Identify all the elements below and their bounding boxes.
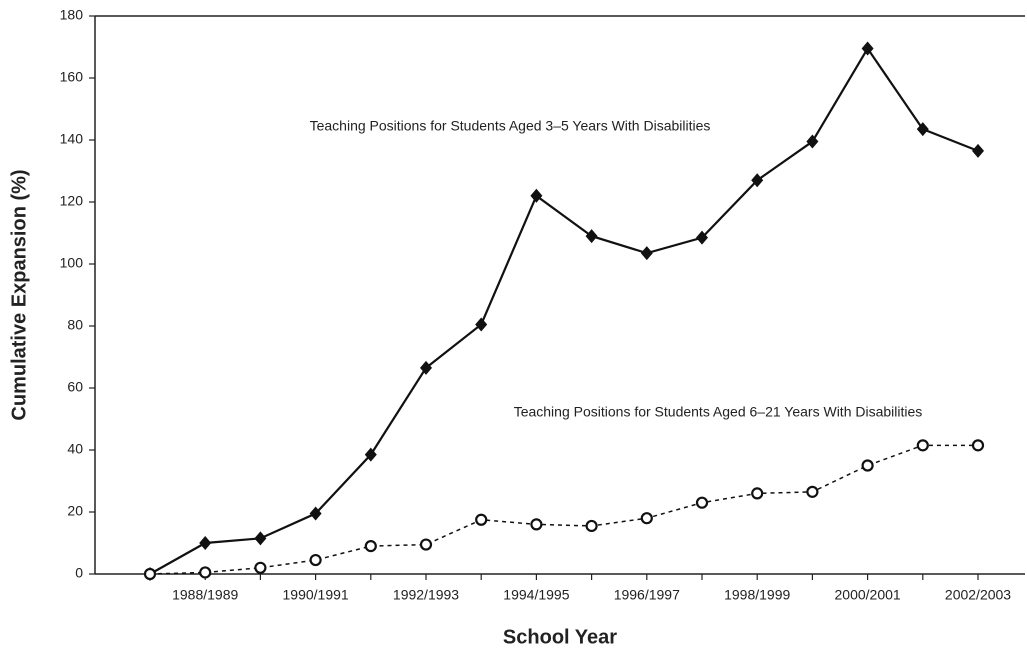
marker xyxy=(806,485,819,498)
x-tick-label: 1998/1999 xyxy=(724,587,790,603)
y-tick-label: 140 xyxy=(60,131,84,147)
series-annotation: Teaching Positions for Students Aged 6–2… xyxy=(514,404,923,420)
x-axis-title: School Year xyxy=(503,626,617,648)
marker xyxy=(420,360,432,375)
marker xyxy=(364,539,377,553)
marker xyxy=(530,518,543,531)
marker xyxy=(861,41,874,56)
marker xyxy=(640,246,653,261)
marker xyxy=(806,134,819,149)
x-tick-label: 1988/1989 xyxy=(172,587,238,603)
y-tick-label: 40 xyxy=(67,441,83,457)
marker xyxy=(309,553,322,567)
series-annotation: Teaching Positions for Students Aged 3–5… xyxy=(310,118,711,134)
x-tick-label: 1990/1991 xyxy=(283,587,349,603)
y-tick-label: 80 xyxy=(67,317,83,333)
marker xyxy=(751,487,764,500)
y-tick-label: 160 xyxy=(60,69,84,85)
marker xyxy=(419,538,433,551)
x-tick-label: 2002/2003 xyxy=(945,587,1011,603)
marker xyxy=(585,519,598,533)
y-tick-label: 60 xyxy=(67,379,83,395)
y-tick-label: 100 xyxy=(60,255,84,271)
y-tick-label: 180 xyxy=(60,7,84,23)
y-tick-label: 20 xyxy=(67,503,83,519)
y-tick-label: 120 xyxy=(60,193,84,209)
marker xyxy=(254,531,267,546)
series-line xyxy=(149,46,979,575)
marker xyxy=(695,496,709,509)
marker xyxy=(199,566,212,579)
marker xyxy=(640,512,653,525)
marker xyxy=(475,317,488,332)
marker xyxy=(364,447,377,462)
marker xyxy=(696,230,708,245)
y-axis-title: Cumulative Expansion (%) xyxy=(8,169,30,420)
marker xyxy=(254,561,267,574)
marker xyxy=(751,173,764,188)
marker xyxy=(916,122,929,137)
marker xyxy=(971,439,985,452)
y-tick-label: 0 xyxy=(75,565,83,581)
marker xyxy=(143,567,157,581)
marker xyxy=(916,439,929,452)
marker xyxy=(585,229,598,244)
x-tick-label: 2000/2001 xyxy=(835,587,901,603)
x-tick-label: 1992/1993 xyxy=(393,587,459,603)
x-tick-label: 1996/1997 xyxy=(614,587,680,603)
marker xyxy=(475,513,488,526)
marker xyxy=(199,536,212,550)
x-tick-label: 1994/1995 xyxy=(503,587,569,603)
marker xyxy=(530,188,543,203)
marker xyxy=(861,459,874,472)
marker xyxy=(309,506,322,521)
marker xyxy=(972,143,984,158)
series-line xyxy=(149,444,978,575)
